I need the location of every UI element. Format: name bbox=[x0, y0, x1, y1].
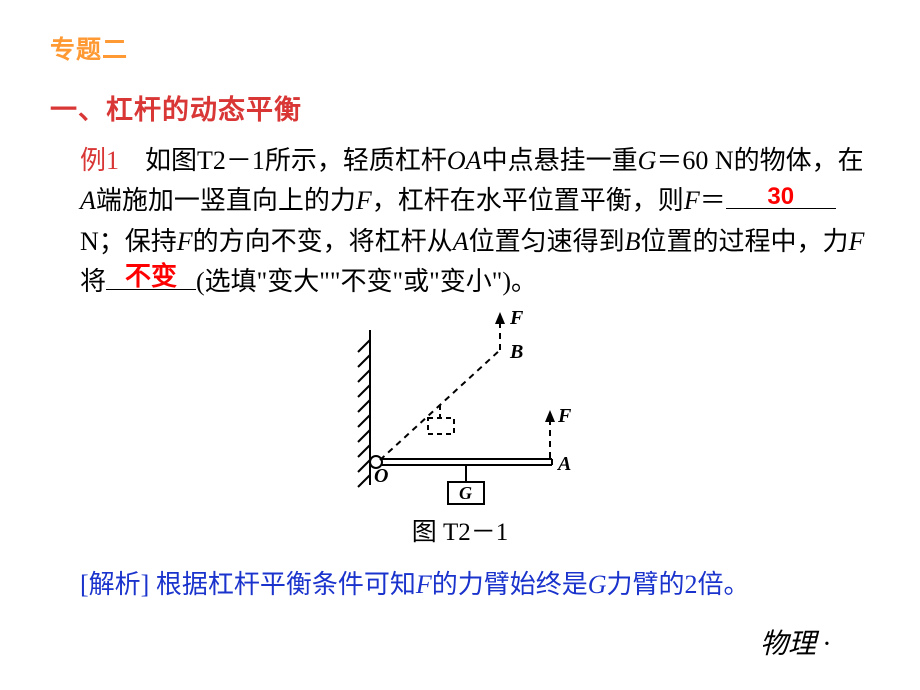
t: 的力臂始终是 bbox=[432, 570, 588, 599]
var-OA: OA bbox=[447, 146, 482, 175]
analysis-label: [解析] bbox=[80, 570, 156, 599]
t: 端施加一竖直向上的力 bbox=[96, 186, 356, 215]
t: 中点悬挂一重 bbox=[482, 146, 638, 175]
var-F: F bbox=[177, 227, 193, 256]
var-G: G bbox=[638, 146, 657, 175]
blank-1: 30 bbox=[726, 182, 836, 209]
figure-block: F B F A O G 图 T2－1 bbox=[50, 310, 870, 548]
answer-2: 不变 bbox=[125, 257, 177, 297]
var-F: F bbox=[356, 186, 372, 215]
var-B: B bbox=[625, 227, 641, 256]
var-F: F bbox=[684, 186, 700, 215]
var-F: F bbox=[849, 227, 865, 256]
label-G: G bbox=[459, 483, 472, 503]
t: 将 bbox=[80, 267, 106, 296]
label-O: O bbox=[374, 465, 388, 487]
var-F: F bbox=[416, 570, 432, 599]
blank-2: 不变 bbox=[106, 263, 196, 290]
t: 力臂的2倍。 bbox=[607, 570, 750, 599]
t: ，杠杆在水平位置平衡，则 bbox=[372, 186, 684, 215]
var-A: A bbox=[80, 186, 96, 215]
label-F-right: F bbox=[557, 405, 572, 427]
t: N；保持 bbox=[80, 227, 177, 256]
t: 根据杠杆平衡条件可知 bbox=[156, 570, 416, 599]
topic-header: 专题二 bbox=[50, 30, 870, 66]
label-F-top: F bbox=[509, 310, 524, 329]
example-label: 例1 bbox=[80, 146, 119, 175]
t: 的方向不变，将杠杆从 bbox=[193, 227, 453, 256]
answer-1: 30 bbox=[767, 178, 794, 215]
figure-svg: F B F A O G bbox=[320, 310, 600, 510]
label-B: B bbox=[509, 341, 523, 363]
label-A: A bbox=[556, 453, 571, 475]
var-G: G bbox=[588, 570, 607, 599]
t: ＝ bbox=[700, 186, 726, 215]
var-A: A bbox=[453, 227, 469, 256]
footer-text: 物理 · bbox=[760, 622, 830, 662]
t: ＝60 N的物体，在 bbox=[656, 146, 863, 175]
problem-block: 例1 如图T2－1所示，轻质杠杆OA中点悬挂一重G＝60 N的物体，在A端施加一… bbox=[50, 141, 870, 302]
analysis-text: [解析] 根据杠杆平衡条件可知F的力臂始终是G力臂的2倍。 bbox=[50, 564, 870, 601]
problem-text: 如图T2－1所示，轻质杠杆OA中点悬挂一重G＝60 N的物体，在A端施加一竖直向… bbox=[80, 146, 864, 296]
t: 位置的过程中，力 bbox=[640, 227, 848, 256]
t: 如图T2－1所示，轻质杠杆 bbox=[119, 146, 447, 175]
t: 位置匀速得到 bbox=[469, 227, 625, 256]
t: (选填"变大""不变"或"变小")。 bbox=[196, 267, 537, 296]
section-header: 一、杠杆的动态平衡 bbox=[50, 88, 870, 127]
figure-caption: 图 T2－1 bbox=[50, 512, 870, 548]
